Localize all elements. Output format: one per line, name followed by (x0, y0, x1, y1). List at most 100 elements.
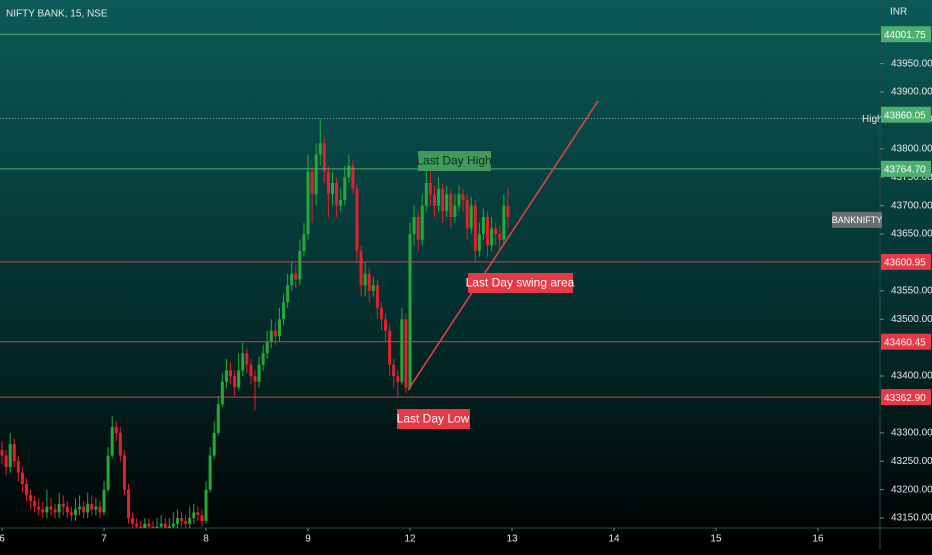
candle-body (428, 182, 432, 195)
candle-body (245, 353, 249, 365)
y-tick-label: 43750.00 (891, 172, 932, 183)
candle-body (20, 472, 24, 484)
candle-body (453, 205, 457, 217)
price-tag (881, 106, 931, 123)
candle-body (347, 165, 351, 178)
candle-body (396, 376, 400, 382)
level-label: 43460.45 (884, 337, 926, 348)
candle-body (143, 523, 147, 528)
candle-body (367, 273, 371, 291)
candle-body (78, 506, 82, 510)
trendline (407, 100, 599, 391)
candle-body (82, 506, 86, 513)
candle-body (506, 205, 510, 217)
candle-body (45, 506, 49, 513)
candle-body (282, 302, 286, 320)
annotation-box (397, 409, 470, 429)
candle-body (298, 251, 302, 280)
candle-body (192, 512, 196, 519)
candle-body (0, 449, 4, 456)
candle-body (314, 154, 318, 195)
candle-body (212, 432, 216, 456)
candle-body (127, 489, 131, 519)
candle-body (465, 199, 469, 229)
y-tick-label: 43700.00 (891, 200, 932, 211)
y-tick-label: 43900.00 (891, 87, 932, 98)
candle-body (359, 251, 363, 286)
candle-body (384, 319, 388, 331)
candle-body (351, 165, 355, 189)
price-tag-label: 43860.05 (884, 110, 926, 121)
candle-body (494, 228, 498, 235)
candle-body (237, 370, 241, 388)
candle-body (502, 205, 506, 240)
candle-body (335, 182, 339, 206)
candle-body (294, 273, 298, 280)
candle-body (441, 188, 445, 212)
candle-body (204, 489, 208, 521)
candle-body (330, 182, 334, 195)
candle-body (269, 330, 273, 342)
y-tick-label: 43650.00 (891, 229, 932, 240)
candle-body (424, 182, 428, 206)
y-tick-label: 43250.00 (891, 456, 932, 467)
candle-body (306, 171, 310, 235)
candle-body (416, 216, 420, 240)
candle-body (147, 523, 151, 527)
candle-body (481, 216, 485, 235)
candle-body (432, 194, 436, 206)
annotation: Last Day swing area (466, 276, 575, 290)
level-tag (881, 26, 931, 43)
candle-body (175, 518, 179, 524)
candle-body (122, 455, 126, 490)
candle-body (392, 364, 396, 377)
candle-body (131, 518, 135, 524)
symbol-label: BANKNIFTY (832, 215, 883, 225)
candle-body (33, 501, 37, 507)
candle-body (25, 483, 29, 496)
candle-body (224, 370, 228, 382)
candle-body (445, 194, 449, 212)
candle-body (286, 285, 290, 303)
x-tick-label: 14 (608, 534, 620, 545)
annotation-box (418, 151, 491, 171)
level-label: 43362.90 (884, 393, 926, 404)
y-tick-label: 43400.00 (891, 371, 932, 382)
x-tick-label: 8 (203, 534, 209, 545)
annotation: Last Day High (416, 154, 491, 168)
candle-body (196, 512, 200, 516)
y-tick-label: 43950.00 (891, 58, 932, 69)
symbol-tag (832, 211, 882, 228)
chart-title: NIFTY BANK, 15, NSE (6, 9, 108, 20)
candle-body (16, 461, 20, 473)
candle-body (208, 455, 212, 490)
candle-body (73, 509, 77, 516)
y-tick-label: 43150.00 (891, 513, 932, 524)
x-tick-label: 7 (101, 534, 107, 545)
candle-body (135, 523, 139, 527)
candle-body (379, 307, 383, 320)
candle-body (12, 444, 16, 462)
candle-body (498, 234, 502, 240)
candle-body (473, 205, 477, 252)
candle-body (41, 509, 45, 513)
candle-body (437, 188, 441, 206)
candle-body (65, 506, 69, 513)
level-label: 44001.75 (884, 30, 926, 41)
candle-body (90, 503, 94, 510)
candle-body (277, 319, 281, 337)
candle-body (302, 234, 306, 252)
candle-body (343, 177, 347, 200)
candle-body (457, 194, 461, 206)
candle-body (375, 285, 379, 308)
x-tick-label: 12 (404, 534, 416, 545)
candle-body (57, 503, 61, 513)
candle-body (318, 143, 322, 155)
candle-body (339, 199, 343, 206)
candle-body (355, 188, 359, 252)
candle-body (326, 171, 330, 195)
candle-body (461, 194, 465, 200)
candle-body (388, 330, 392, 365)
